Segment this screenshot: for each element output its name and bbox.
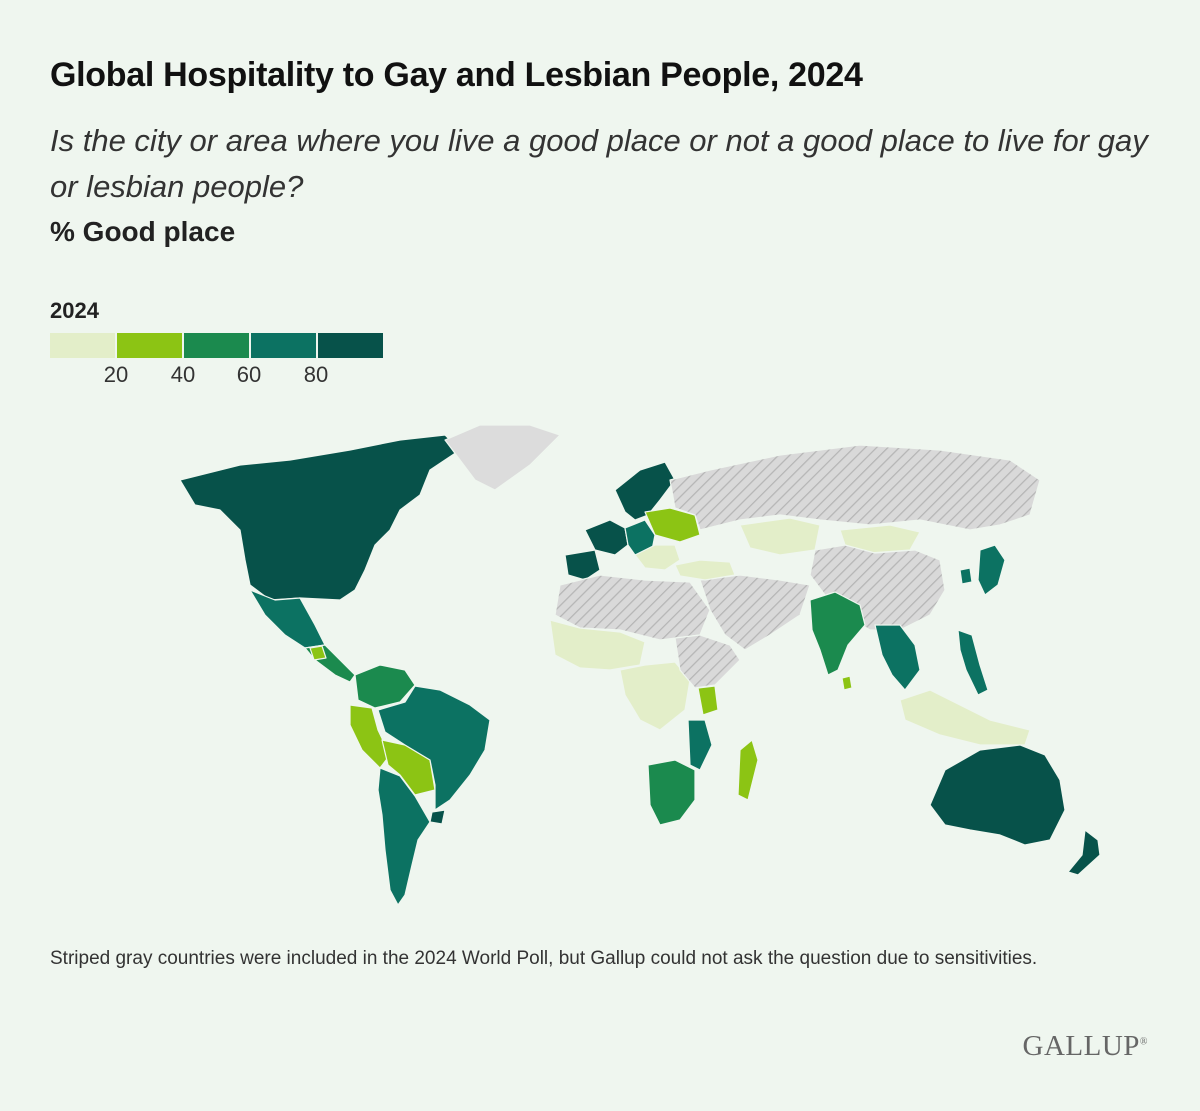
country-uruguay [429,809,446,825]
country-sri-lanka [841,675,853,691]
country-west-africa [549,619,646,671]
footnote: Striped gray countries were included in … [50,948,1038,969]
country-colombia-venezuela [354,664,416,709]
country-poland-ukraine [644,507,701,543]
country-kazakhstan [739,517,821,556]
gallup-logo: GALLUP® [1023,1030,1149,1063]
country-southeast-asia-mainland [874,624,921,691]
country-balkans [634,544,681,571]
country-south-korea [959,567,973,585]
legend-tick: 20 [103,362,129,387]
country-nordics [614,461,676,521]
country-central-africa [619,661,691,731]
country-australia [929,744,1066,846]
country-southern-africa [647,759,696,826]
country-indonesia [899,689,1031,746]
country-horn-of-africa [674,634,741,689]
country-kenya [697,685,719,716]
legend-tick: 60 [236,362,262,387]
legend-tick: 80 [303,362,329,387]
country-argentina-chile [377,767,431,906]
legend-title: 2024 [50,298,99,323]
country-india [809,591,866,676]
country-mozambique [687,719,713,771]
country-iberia [564,549,601,581]
country-russia [669,444,1041,531]
country-north-america [179,434,461,601]
chart-title: Global Hospitality to Gay and Lesbian Pe… [50,56,863,94]
country-turkey [674,559,736,581]
world-map [179,424,1100,906]
country-western-europe [584,519,629,556]
country-guatemala [309,645,327,661]
country-brazil [377,685,491,811]
legend-swatch [251,333,316,358]
legend-swatch [117,333,182,358]
legend-swatch [318,333,383,358]
country-madagascar [737,739,759,801]
legend-color-bar [50,333,383,358]
measure-label: % Good place [50,216,236,247]
legend-tick: 40 [170,362,196,387]
country-peru [349,704,391,769]
country-new-zealand [1067,829,1100,876]
registered-mark: ® [1139,1036,1148,1048]
legend-swatch [50,333,115,358]
legend-swatch [184,333,249,358]
country-middle-east [699,574,811,651]
country-japan [977,544,1006,596]
survey-question: Is the city or area where you live a goo… [50,123,1148,204]
country-greenland [444,424,561,491]
country-philippines [957,629,989,696]
logo-text: GALLUP [1022,1030,1140,1062]
